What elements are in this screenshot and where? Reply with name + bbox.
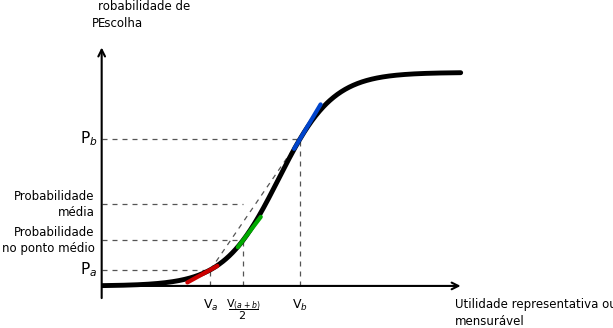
Text: P: P [92,17,99,30]
Text: V$_b$: V$_b$ [292,298,308,313]
Text: Probabilidade
média: Probabilidade média [14,190,95,219]
Text: robabilidade de
Escolha: robabilidade de Escolha [97,0,190,30]
Text: Probabilidade
no ponto médio: Probabilidade no ponto médio [2,226,95,255]
Text: V$_a$: V$_a$ [203,298,218,313]
Text: V$_{(a+b)}$: V$_{(a+b)}$ [226,298,261,312]
Text: P$_b$: P$_b$ [80,129,97,148]
Text: Utilidade representativa ou
mensurável: Utilidade representativa ou mensurável [455,298,613,328]
Text: P$_a$: P$_a$ [80,260,97,279]
Text: $\overline{\quad 2 \quad}$: $\overline{\quad 2 \quad}$ [227,307,259,322]
